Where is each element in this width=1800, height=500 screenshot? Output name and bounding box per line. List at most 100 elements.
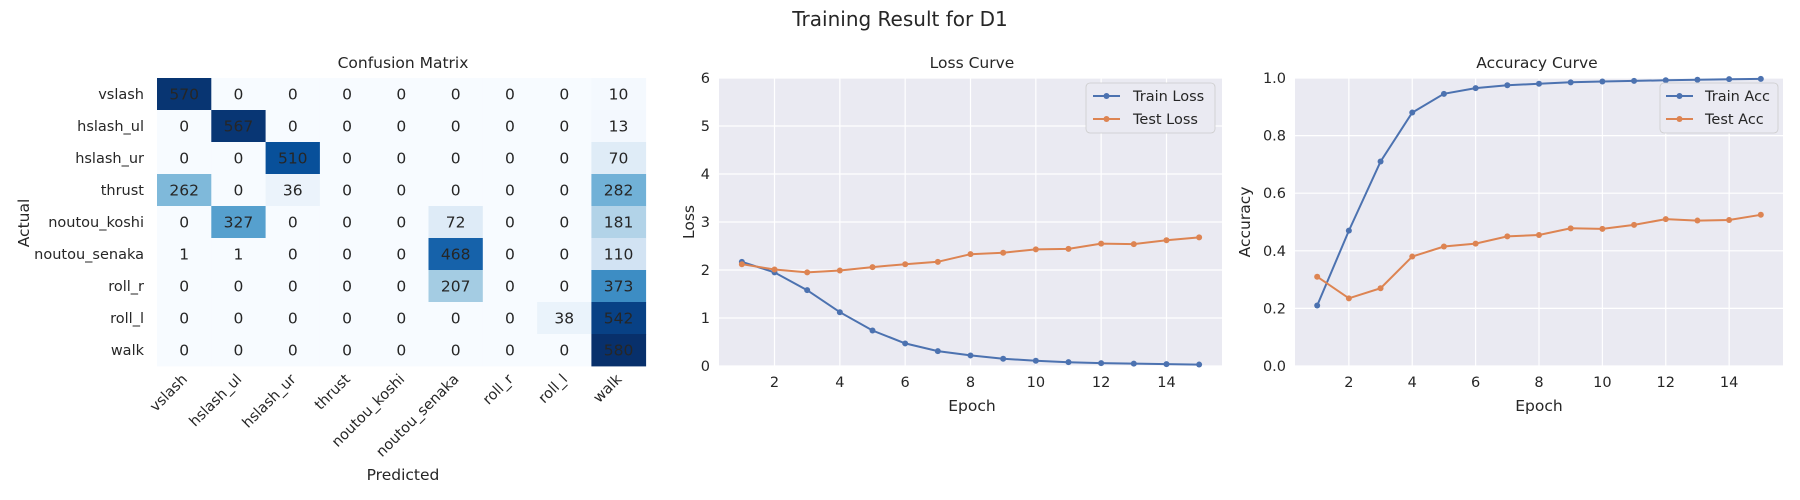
loss-point-test-loss <box>902 261 909 268</box>
accuracy-point-train-acc <box>1757 75 1764 82</box>
loss-point-train-loss <box>1000 355 1007 362</box>
cm-cell-noutou-senaka-roll-r <box>482 238 538 271</box>
cm-cell-roll-l-walk <box>591 302 647 335</box>
accuracy-point-train-acc <box>1377 158 1384 165</box>
confusion-matrix-title: Confusion Matrix <box>338 54 469 72</box>
cm-cell-noutou-senaka-noutou-senaka <box>428 238 484 271</box>
cm-cell-walk-vslash <box>157 334 212 367</box>
loss-y-tick-label: 4 <box>701 167 710 183</box>
cm-cell-vslash-noutou-senaka <box>428 78 484 111</box>
cm-cell-value: 0 <box>505 278 515 296</box>
cm-cell-roll-r-roll-r <box>482 270 538 303</box>
cm-cell-roll-r-noutou-koshi <box>374 270 429 303</box>
cm-cell-vslash-hslash-ur <box>265 78 321 111</box>
cm-cell-value: 0 <box>179 150 189 168</box>
cm-cell-value: 72 <box>446 214 466 232</box>
cm-cell-noutou-senaka-walk <box>591 238 647 271</box>
cm-cell-hslash-ul-walk <box>591 110 647 143</box>
cm-cell-value: 0 <box>396 342 406 360</box>
cm-cell-noutou-senaka-thrust <box>319 238 375 271</box>
confusion-matrix-cells <box>157 78 647 367</box>
cm-cell-value: 0 <box>559 342 569 360</box>
cm-cell-value: 0 <box>505 86 515 104</box>
cm-cell-value: 468 <box>441 246 471 264</box>
cm-cell-value: 567 <box>224 118 254 136</box>
accuracy-point-train-acc <box>1631 77 1638 84</box>
cm-cell-value: 0 <box>288 278 298 296</box>
cm-cell-noutou-koshi-noutou-koshi <box>374 206 429 239</box>
accuracy-point-test-acc <box>1345 295 1352 302</box>
cm-cell-noutou-koshi-roll-l <box>537 206 592 239</box>
loss-point-test-loss <box>836 267 843 274</box>
accuracy-legend-train-label: Train Acc <box>1704 89 1770 105</box>
loss-legend-test-marker <box>1103 116 1110 122</box>
accuracy-point-train-acc <box>1599 78 1606 85</box>
cm-cell-noutou-koshi-walk <box>591 206 647 239</box>
cm-cell-value: 0 <box>396 214 406 232</box>
cm-cell-value: 0 <box>234 182 244 200</box>
cm-cell-roll-r-roll-l <box>537 270 592 303</box>
cm-cell-walk-noutou-senaka <box>428 334 484 367</box>
accuracy-point-test-acc <box>1536 231 1542 238</box>
loss-y-tick-label: 5 <box>701 119 710 135</box>
cm-cell-noutou-koshi-thrust <box>319 206 375 239</box>
cm-cell-value: 10 <box>609 86 629 104</box>
cm-row-label-thrust: thrust <box>101 183 145 199</box>
accuracy-y-tick-label: 1.0 <box>1263 71 1286 87</box>
cm-cell-roll-l-vslash <box>157 302 212 335</box>
cm-row-label-walk: walk <box>111 343 145 359</box>
cm-cell-thrust-walk <box>591 174 647 207</box>
loss-point-train-loss <box>869 327 876 334</box>
accuracy-point-test-acc <box>1314 273 1321 280</box>
loss-x-tick-label: 14 <box>1157 375 1175 391</box>
cm-col-label-roll-l: roll_l <box>536 372 571 407</box>
cm-cell-value: 0 <box>288 214 298 232</box>
cm-row-label-hslash-ur: hslash_ur <box>75 151 144 167</box>
accuracy-point-train-acc <box>1504 82 1511 89</box>
loss-point-train-loss <box>836 309 843 316</box>
accuracy-point-test-acc <box>1409 253 1416 260</box>
cm-col-label-vslash: vslash <box>147 372 191 416</box>
cm-col-label-hslash-ul: hslash_ul <box>187 372 246 431</box>
accuracy-x-tick-label: 8 <box>1534 375 1543 391</box>
confusion-matrix-panel: Confusion Matrix 570 0 0 0 0 0 0 0 100 567 0 0 0 0 0 0 1… <box>15 54 647 484</box>
loss-grid <box>719 77 1222 367</box>
cm-cell-value: 181 <box>604 214 634 232</box>
loss-y-tick-label: 2 <box>701 263 710 279</box>
loss-curve-title: Loss Curve <box>930 54 1015 72</box>
accuracy-x-tick-label: 14 <box>1720 375 1738 391</box>
loss-x-tick-label: 12 <box>1092 375 1110 391</box>
accuracy-y-tick-label: 0.0 <box>1263 359 1286 375</box>
loss-point-test-loss <box>934 258 941 265</box>
loss-xlabel: Epoch <box>948 397 995 415</box>
cm-cell-vslash-roll-r <box>482 78 538 111</box>
cm-cell-walk-roll-r <box>482 334 538 367</box>
loss-point-test-loss <box>1163 237 1170 244</box>
cm-cell-value: 570 <box>169 86 199 104</box>
cm-cell-noutou-koshi-vslash <box>157 206 212 239</box>
cm-cell-hslash-ur-roll-r <box>482 142 538 175</box>
cm-cell-value: 0 <box>234 86 244 104</box>
cm-cell-hslash-ur-noutou-senaka <box>428 142 484 175</box>
loss-point-train-loss <box>1196 361 1203 368</box>
cm-cell-roll-r-thrust <box>319 270 375 303</box>
cm-cell-noutou-koshi-noutou-senaka <box>428 206 484 239</box>
cm-cell-value: 0 <box>451 342 461 360</box>
cm-col-label-hslash-ur: hslash_ur <box>240 371 300 431</box>
accuracy-legend-test-marker <box>1676 116 1683 122</box>
accuracy-point-test-acc <box>1757 211 1764 218</box>
loss-point-test-loss <box>967 251 974 258</box>
cm-col-label-roll-r: roll_r <box>480 371 517 408</box>
accuracy-legend: Train Acc Test Acc <box>1659 82 1779 134</box>
cm-cell-vslash-vslash <box>157 78 212 111</box>
loss-point-train-loss <box>1163 361 1170 368</box>
accuracy-point-test-acc <box>1504 233 1511 240</box>
loss-legend-train-marker <box>1103 93 1110 99</box>
cm-cell-noutou-senaka-vslash <box>157 238 212 271</box>
cm-cell-value: 0 <box>505 342 515 360</box>
cm-cell-value: 0 <box>505 150 515 168</box>
accuracy-legend-test-label: Test Acc <box>1704 112 1764 128</box>
